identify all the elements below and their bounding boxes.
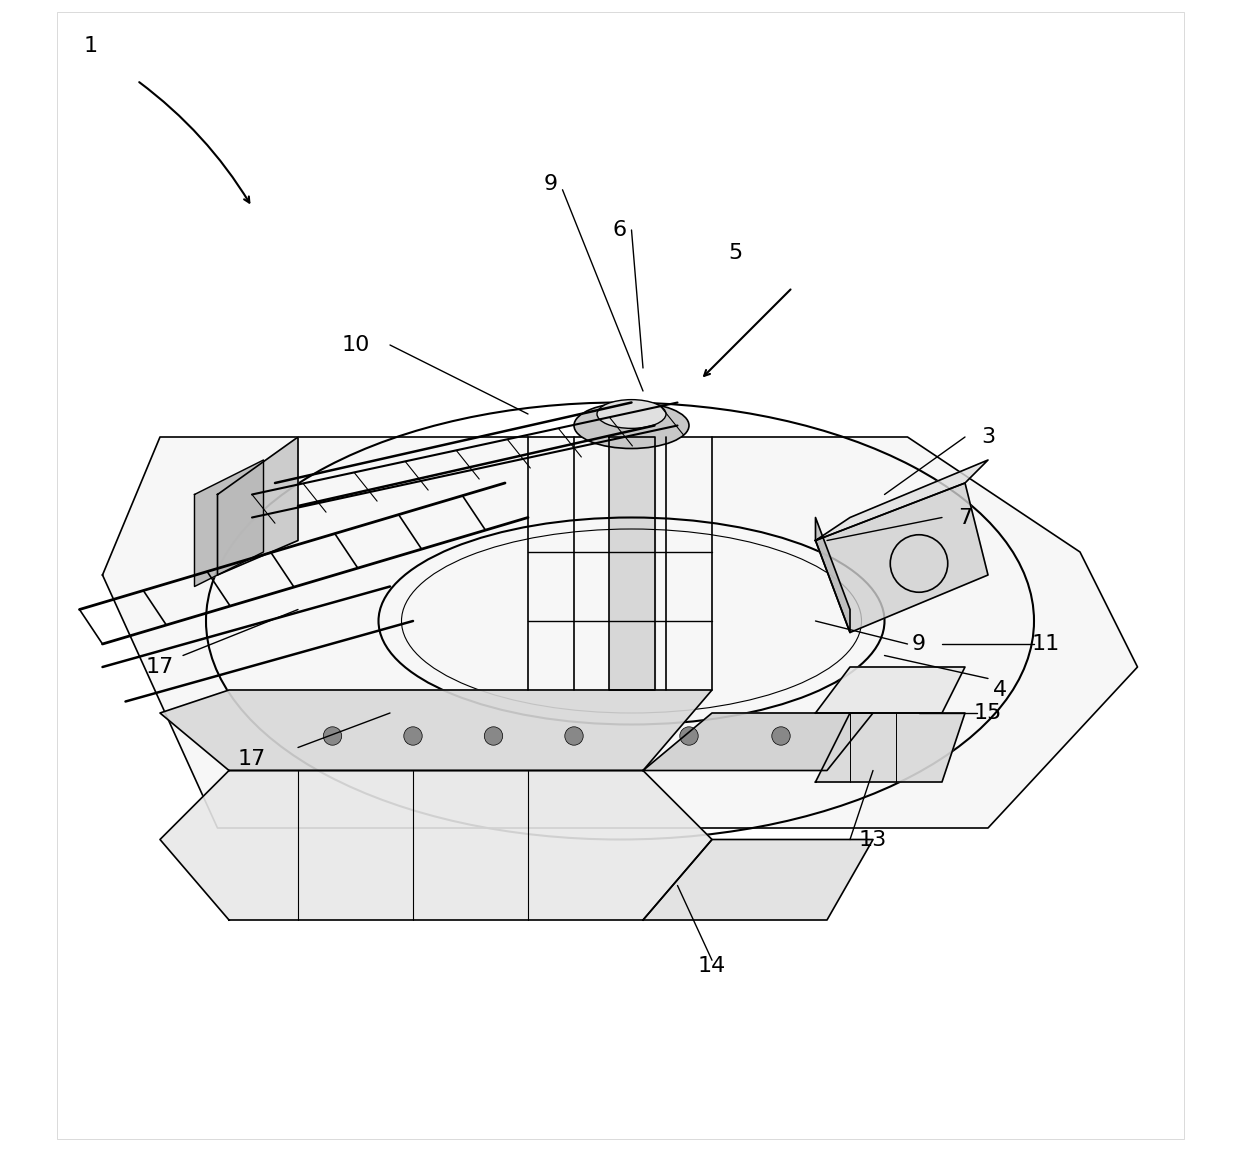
Text: 4: 4 — [992, 680, 1007, 700]
Polygon shape — [160, 690, 712, 771]
Circle shape — [564, 727, 583, 745]
Text: 5: 5 — [728, 243, 742, 263]
Circle shape — [404, 727, 422, 745]
Polygon shape — [816, 460, 988, 540]
Polygon shape — [609, 437, 655, 690]
Text: 10: 10 — [341, 335, 370, 355]
Polygon shape — [217, 437, 298, 575]
Text: 9: 9 — [544, 174, 558, 194]
Text: 17: 17 — [146, 657, 174, 677]
Text: 3: 3 — [981, 427, 994, 447]
Polygon shape — [816, 667, 965, 713]
Text: 17: 17 — [238, 749, 267, 769]
Text: 13: 13 — [859, 829, 887, 850]
Text: 14: 14 — [698, 956, 727, 976]
Polygon shape — [644, 713, 873, 770]
Polygon shape — [644, 840, 873, 920]
Circle shape — [485, 727, 502, 745]
Polygon shape — [160, 770, 712, 920]
Circle shape — [324, 727, 342, 745]
Polygon shape — [816, 483, 988, 632]
Text: 9: 9 — [911, 634, 926, 654]
Text: 6: 6 — [613, 220, 627, 240]
Polygon shape — [103, 437, 1137, 828]
Circle shape — [680, 727, 698, 745]
Ellipse shape — [596, 400, 666, 428]
Text: 7: 7 — [959, 507, 972, 528]
Text: 11: 11 — [1032, 634, 1060, 654]
Ellipse shape — [574, 402, 689, 449]
Polygon shape — [195, 460, 263, 586]
Polygon shape — [816, 518, 849, 632]
Text: 1: 1 — [84, 36, 98, 56]
Text: 15: 15 — [973, 703, 1002, 723]
Polygon shape — [816, 713, 965, 782]
Circle shape — [771, 727, 790, 745]
